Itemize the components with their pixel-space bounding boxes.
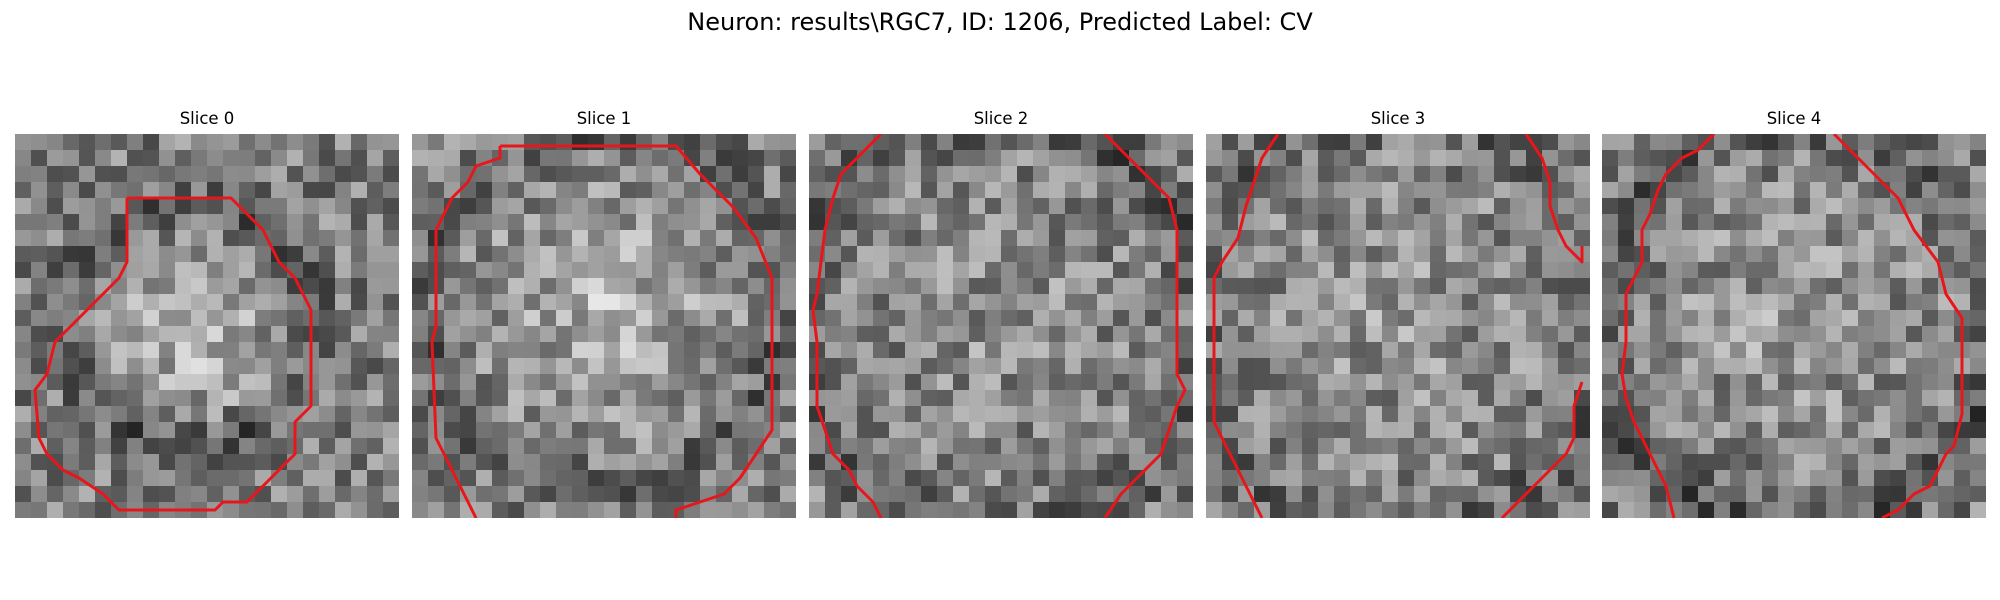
slice-panel-1: Slice 1 xyxy=(412,108,796,520)
segmentation-contour-3-left xyxy=(1212,134,1280,518)
grayscale-noise-1 xyxy=(412,134,796,518)
slice-panel-2: Slice 2 xyxy=(809,108,1193,520)
segmentation-contour-2-right xyxy=(1103,134,1187,518)
segmentation-contour-4-right xyxy=(1832,134,1964,518)
grayscale-noise-4 xyxy=(1602,134,1986,518)
segmentation-contour-1b xyxy=(430,146,502,518)
segmentation-contour-3-right-lower xyxy=(1500,381,1584,518)
figure-title: Neuron: results\RGC7, ID: 1206, Predicte… xyxy=(687,8,1313,36)
slice-panel-4: Slice 4 xyxy=(1602,108,1986,520)
segmentation-contour-1 xyxy=(500,144,774,518)
slice-image-4 xyxy=(1602,134,1986,518)
slice-image-0 xyxy=(15,134,399,518)
slice-title-2: Slice 2 xyxy=(973,109,1029,128)
slice-title-3: Slice 3 xyxy=(1370,109,1426,128)
slice-image-1 xyxy=(412,134,796,518)
slice-title-0: Slice 0 xyxy=(179,109,235,128)
segmentation-contour-3-right xyxy=(1524,134,1584,264)
slice-image-2 xyxy=(809,134,1193,518)
slice-panel-0: Slice 0 xyxy=(15,108,399,520)
grayscale-noise-2 xyxy=(809,134,1193,518)
slice-title-4: Slice 4 xyxy=(1766,109,1822,128)
segmentation-contour-0 xyxy=(33,196,313,512)
grayscale-noise-3 xyxy=(1206,134,1590,518)
grayscale-noise-0 xyxy=(15,134,399,518)
slice-image-3 xyxy=(1206,134,1590,518)
segmentation-contour-2-left xyxy=(811,134,883,518)
slice-title-1: Slice 1 xyxy=(576,109,632,128)
slice-panel-3: Slice 3 xyxy=(1206,108,1590,520)
segmentation-contour-4-left xyxy=(1620,134,1716,518)
